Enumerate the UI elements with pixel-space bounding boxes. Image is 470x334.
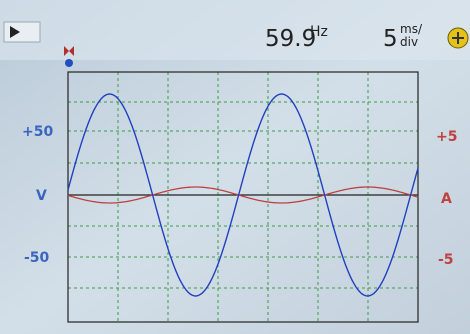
frequency: 59.9 <box>265 26 316 52</box>
frequency-unit: Hz <box>310 24 328 40</box>
menu-icon[interactable] <box>4 22 40 42</box>
timebase: 5 <box>383 26 398 52</box>
zoom-icon[interactable] <box>448 28 468 48</box>
right-label: -5 <box>438 252 454 268</box>
timebase-unit-bottom: div <box>400 35 418 49</box>
scope-screen: 59.9 Hz 5 ms/ div +50 V -50 +5 A -5 <box>0 0 470 334</box>
left-label: +50 <box>22 124 53 140</box>
left-label: -50 <box>24 250 50 266</box>
left-label: V <box>36 188 47 204</box>
right-label: A <box>441 191 452 207</box>
right-label: +5 <box>436 129 457 145</box>
page: 59.9 Hz 5 ms/ div +50 V -50 +5 A -5 (() … <box>0 0 470 334</box>
timebase-unit-top: ms/ <box>400 22 423 36</box>
menu-box <box>4 22 40 42</box>
channel-marker <box>65 59 73 67</box>
